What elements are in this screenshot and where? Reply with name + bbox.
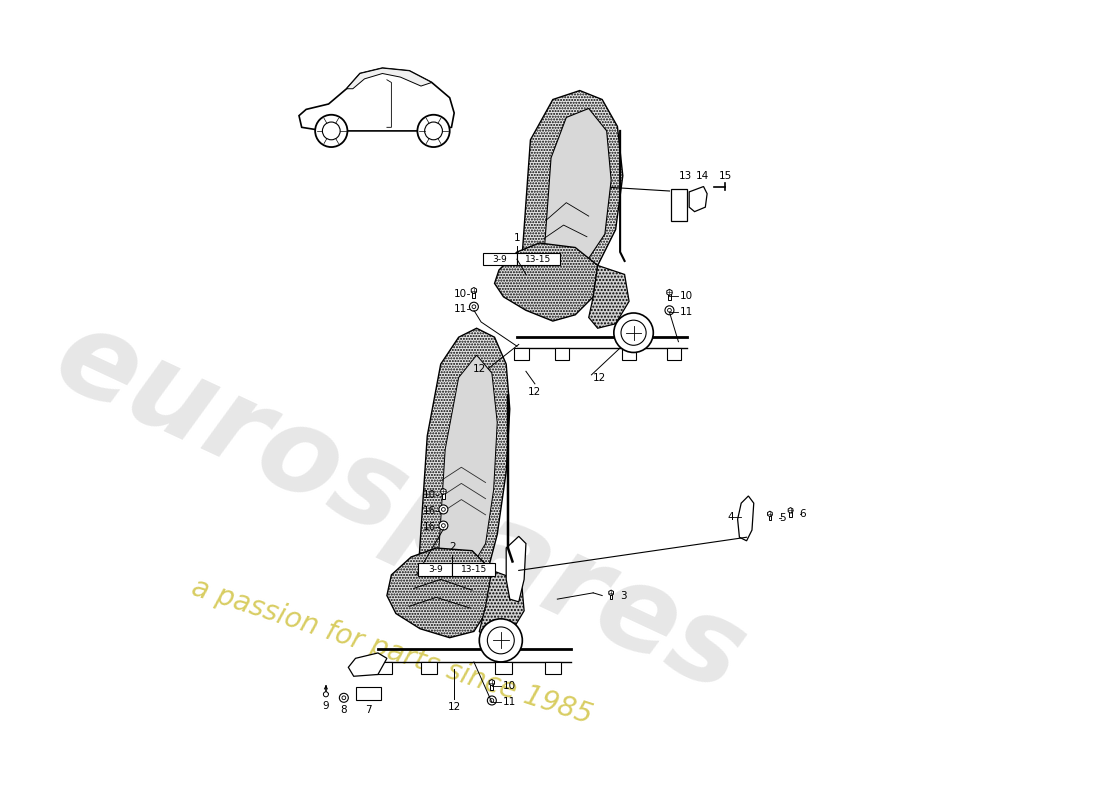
Text: 10: 10 <box>503 681 516 691</box>
Polygon shape <box>506 536 526 602</box>
Text: 13-15: 13-15 <box>526 254 551 264</box>
Bar <box>418 563 452 576</box>
Circle shape <box>487 627 515 654</box>
Circle shape <box>470 302 478 311</box>
Polygon shape <box>543 109 612 261</box>
Polygon shape <box>495 243 597 321</box>
Text: 4: 4 <box>727 512 734 522</box>
Text: 11: 11 <box>503 698 516 707</box>
Circle shape <box>340 694 349 702</box>
Circle shape <box>441 524 446 527</box>
Circle shape <box>315 114 348 147</box>
Text: 13-15: 13-15 <box>461 565 487 574</box>
Circle shape <box>323 692 329 697</box>
Bar <box>491 682 493 690</box>
Circle shape <box>342 696 345 700</box>
Polygon shape <box>495 662 512 674</box>
Polygon shape <box>421 662 437 674</box>
Polygon shape <box>789 508 793 513</box>
Text: 16: 16 <box>424 522 437 532</box>
Text: 1: 1 <box>514 233 520 243</box>
Text: 14: 14 <box>696 171 710 181</box>
Text: 10: 10 <box>680 291 693 301</box>
Circle shape <box>487 696 496 705</box>
Polygon shape <box>346 68 431 89</box>
Text: 5: 5 <box>779 513 785 522</box>
Polygon shape <box>554 348 569 360</box>
Circle shape <box>614 313 653 353</box>
Bar <box>452 563 495 576</box>
Text: 7: 7 <box>365 705 372 715</box>
Bar <box>355 687 381 699</box>
Polygon shape <box>768 511 772 517</box>
Text: 11: 11 <box>453 305 466 314</box>
Bar <box>517 253 560 266</box>
Polygon shape <box>490 679 495 686</box>
Polygon shape <box>515 348 529 360</box>
Polygon shape <box>667 290 672 295</box>
Polygon shape <box>738 496 754 541</box>
Bar <box>671 190 688 221</box>
Bar <box>609 593 613 599</box>
Polygon shape <box>544 662 561 674</box>
Text: 12: 12 <box>472 364 485 374</box>
Circle shape <box>621 320 646 346</box>
Polygon shape <box>418 328 509 570</box>
Circle shape <box>480 619 522 662</box>
Bar <box>668 292 671 300</box>
Text: 3-9: 3-9 <box>493 254 507 264</box>
Polygon shape <box>349 653 387 676</box>
Polygon shape <box>471 287 476 294</box>
Circle shape <box>666 306 674 314</box>
Polygon shape <box>376 662 393 674</box>
Circle shape <box>472 305 476 309</box>
Circle shape <box>439 521 448 530</box>
Circle shape <box>441 507 446 511</box>
Text: 10: 10 <box>424 490 437 500</box>
Text: 2: 2 <box>449 542 455 553</box>
Polygon shape <box>588 266 629 328</box>
Text: 16: 16 <box>424 506 437 516</box>
Bar <box>483 253 517 266</box>
Text: 3-9: 3-9 <box>428 565 442 574</box>
Bar <box>442 491 444 498</box>
Circle shape <box>417 114 450 147</box>
Text: 13: 13 <box>679 171 692 181</box>
Circle shape <box>322 122 340 140</box>
Polygon shape <box>387 548 492 638</box>
Polygon shape <box>521 90 623 266</box>
Text: 12: 12 <box>448 702 461 712</box>
Polygon shape <box>621 348 636 360</box>
Bar <box>789 510 792 517</box>
Bar <box>473 290 475 298</box>
Text: 10: 10 <box>453 289 466 299</box>
Polygon shape <box>690 186 707 212</box>
Polygon shape <box>608 590 614 595</box>
Circle shape <box>490 698 494 702</box>
Polygon shape <box>441 489 447 494</box>
Text: 12: 12 <box>528 386 541 397</box>
Bar <box>769 514 771 520</box>
Text: 12: 12 <box>593 373 606 382</box>
Text: 8: 8 <box>341 705 348 715</box>
Text: 11: 11 <box>680 307 693 317</box>
Text: a passion for parts since 1985: a passion for parts since 1985 <box>187 573 595 730</box>
Polygon shape <box>667 348 681 360</box>
Text: eurospares: eurospares <box>37 298 762 718</box>
Polygon shape <box>299 68 454 131</box>
Text: 15: 15 <box>718 171 732 181</box>
Text: 9: 9 <box>322 702 329 711</box>
Circle shape <box>439 505 448 514</box>
Text: 3: 3 <box>620 590 627 601</box>
Circle shape <box>425 122 442 140</box>
Text: 6: 6 <box>800 509 806 519</box>
Polygon shape <box>480 570 524 642</box>
Circle shape <box>668 309 671 312</box>
Polygon shape <box>438 355 497 566</box>
